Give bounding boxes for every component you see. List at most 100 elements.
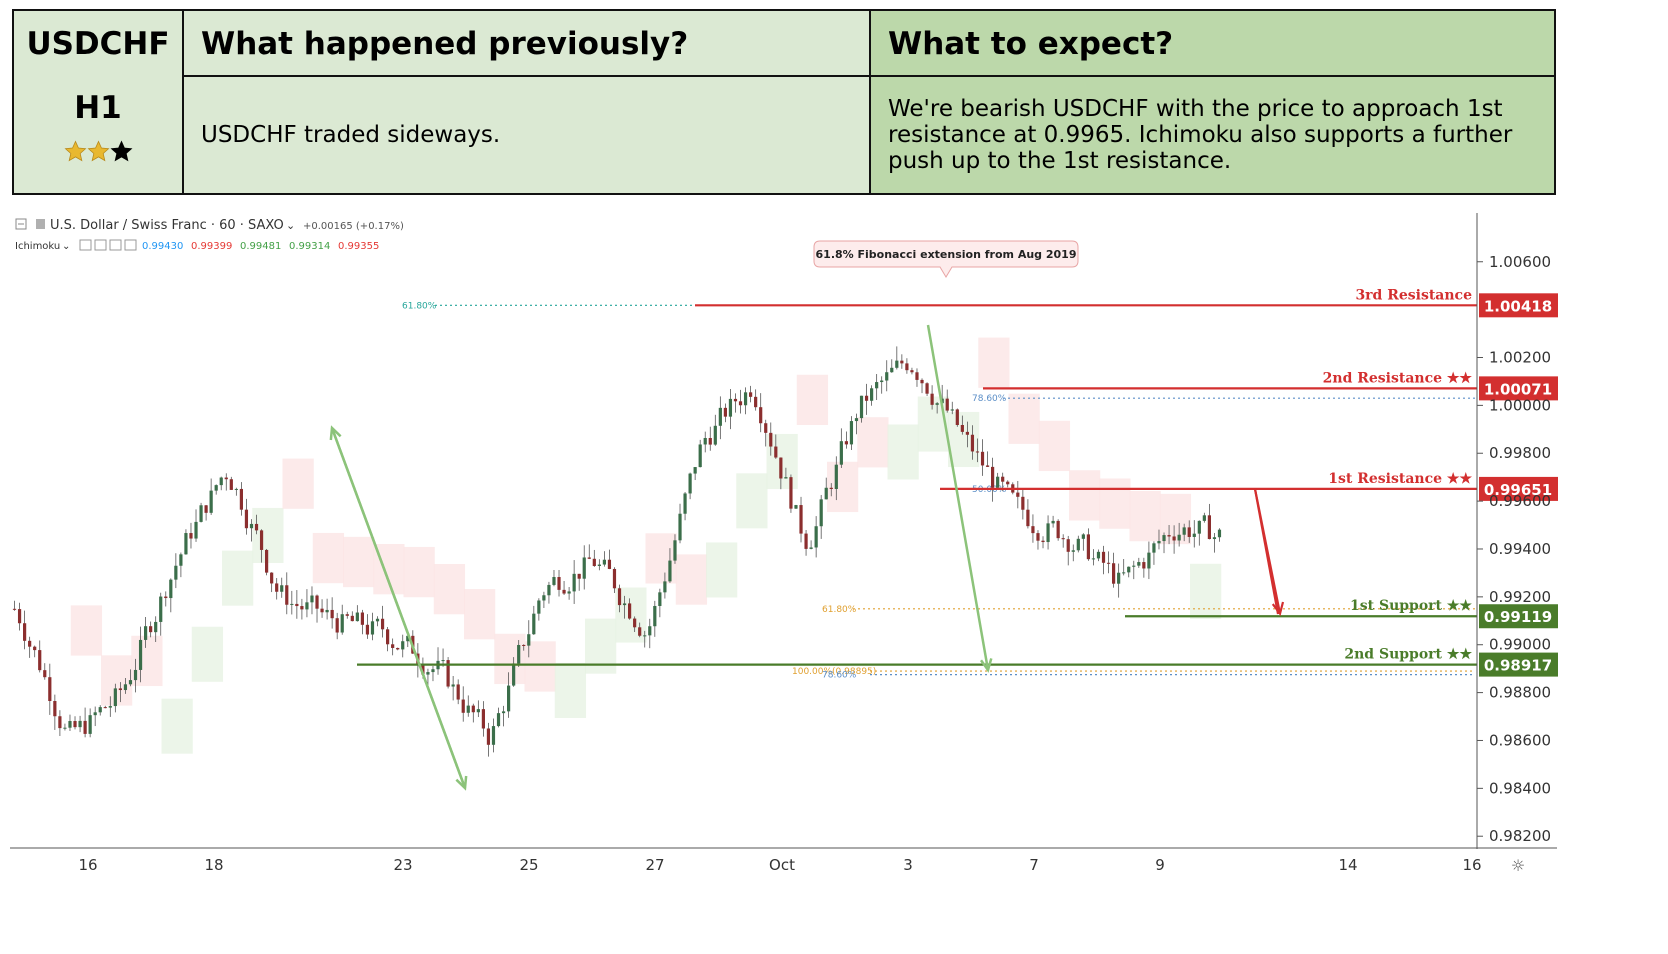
candle-body — [582, 557, 586, 579]
candle-body — [1202, 515, 1206, 521]
fib-label: 61.80% — [402, 301, 437, 311]
ichimoku-cloud — [70, 337, 1222, 754]
y-tick-label: 0.98600 — [1489, 731, 1551, 749]
level-label: 3rd Resistance — [1355, 287, 1472, 303]
indicator-value: 0.99355 — [338, 241, 379, 252]
candle-body — [295, 603, 299, 607]
candle-body — [1026, 509, 1030, 527]
cloud-segment — [917, 396, 950, 452]
candle-body — [244, 509, 249, 529]
candle-body — [849, 421, 854, 445]
close-icon[interactable] — [124, 239, 137, 251]
star-empty-icon — [110, 140, 132, 162]
candle-body — [300, 606, 304, 610]
candle-body — [698, 444, 702, 468]
candle-body — [164, 596, 168, 599]
indicator-value: 0.99481 — [240, 241, 281, 252]
candle-body — [693, 467, 697, 474]
candle-body — [224, 477, 228, 480]
candle-body — [658, 592, 662, 606]
chart-toolbar: U.S. Dollar / Swiss Franc · 60 · SAXO ⌄ … — [15, 218, 404, 252]
collapse-icon[interactable] — [15, 218, 27, 230]
candle-body — [1066, 539, 1070, 552]
x-tick-label: 25 — [519, 856, 538, 874]
candle-body — [759, 407, 763, 424]
candle-body — [73, 721, 77, 728]
price-chart[interactable]: 61.80%78.60%50.00%61.80%100.00%(0.98895)… — [0, 205, 1668, 954]
price-tag-label: 0.99651 — [1484, 481, 1552, 499]
candle-body — [527, 634, 531, 646]
candle-body — [204, 505, 208, 513]
candle-body — [133, 669, 138, 681]
candle-body — [1056, 520, 1060, 539]
candle-body — [602, 559, 606, 565]
candle-body — [491, 726, 496, 745]
candle-body — [567, 591, 571, 594]
candle-body — [622, 603, 627, 606]
x-tick-label: 18 — [204, 856, 223, 874]
arrow-line — [330, 427, 467, 789]
candle-body — [1127, 566, 1131, 573]
candle-body — [733, 398, 738, 402]
candle-body — [668, 560, 672, 582]
indicator-name[interactable]: Ichimoku — [15, 241, 60, 252]
candle-body — [542, 595, 546, 601]
cloud-segment — [70, 605, 103, 656]
previous-title: What happened previously? — [184, 11, 871, 77]
chevron-down-icon[interactable]: ⌄ — [62, 241, 70, 252]
candle-body — [1096, 551, 1101, 559]
eye-icon[interactable] — [79, 239, 92, 251]
candle-body — [688, 473, 692, 494]
y-tick-label: 0.98800 — [1489, 684, 1551, 702]
candle-body — [859, 395, 864, 419]
candle-body — [189, 533, 193, 539]
candle-body — [890, 367, 894, 373]
candle-body — [743, 392, 748, 406]
candle-body — [1177, 534, 1181, 541]
candle-body — [229, 479, 233, 490]
candle-body — [517, 644, 521, 664]
candle-body — [209, 490, 213, 513]
fib-label: 61.80% — [822, 605, 857, 615]
candle-body — [875, 382, 879, 389]
candle-body — [159, 596, 163, 622]
candle-body — [1137, 562, 1141, 566]
level-label: 1st Resistance ★★ — [1328, 471, 1472, 487]
chevron-down-icon[interactable]: ⌄ — [286, 219, 295, 232]
candle-body — [925, 383, 929, 394]
candle-body — [728, 398, 733, 417]
level-label: 2nd Support ★★ — [1344, 647, 1472, 663]
candle-body — [234, 488, 238, 490]
cloud-segment — [554, 662, 587, 718]
source-icon[interactable] — [109, 239, 122, 251]
candle-body — [885, 372, 889, 381]
candle-body — [154, 621, 158, 633]
candle-body — [522, 644, 526, 646]
candle-body — [628, 603, 632, 619]
star-filled-icon — [87, 140, 109, 162]
candle-body — [53, 701, 57, 717]
candle-body — [920, 379, 924, 384]
candle-body — [305, 602, 309, 610]
candle-body — [970, 434, 975, 452]
candle-body — [214, 485, 218, 491]
candle-body — [17, 609, 22, 624]
cloud-segment — [524, 641, 556, 692]
level-label: 1st Support ★★ — [1350, 598, 1472, 614]
candle-body — [683, 493, 687, 514]
candle-body — [638, 627, 642, 636]
instrument-title[interactable]: U.S. Dollar / Swiss Franc · 60 · SAXO — [50, 218, 284, 233]
candle-body — [249, 523, 254, 529]
candle-body — [174, 565, 178, 580]
candle-body — [501, 711, 506, 714]
settings-icon[interactable] — [94, 239, 107, 251]
level-label: 2nd Resistance ★★ — [1323, 370, 1473, 386]
candle-body — [708, 437, 712, 445]
candle-body — [915, 372, 919, 380]
candle-body — [179, 554, 183, 566]
candle-body — [375, 618, 380, 622]
arrow-line — [926, 324, 990, 671]
expect-body: We're bearish USDCHF with the price to a… — [871, 77, 1554, 193]
star-filled-icon — [64, 140, 86, 162]
candle-body — [784, 477, 788, 479]
